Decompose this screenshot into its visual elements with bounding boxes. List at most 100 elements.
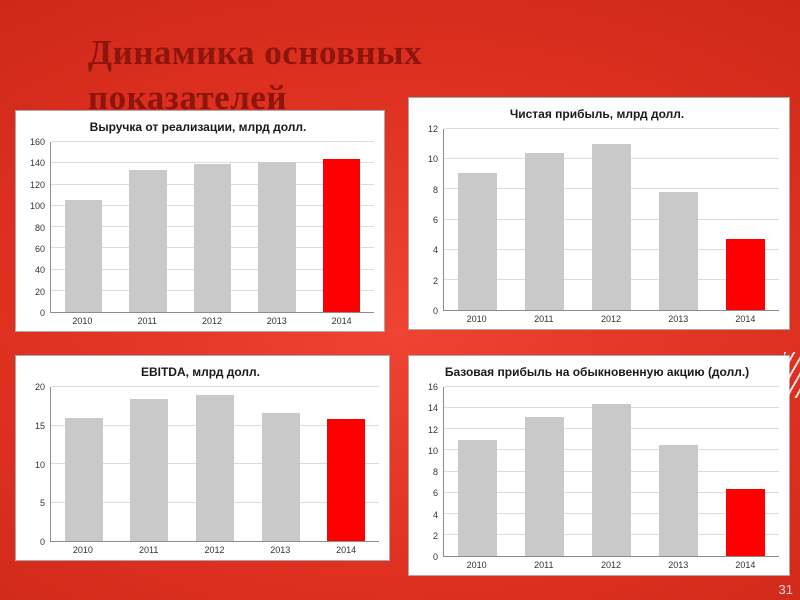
y-tick-label: 100	[29, 201, 45, 212]
x-tick-label: 2010	[72, 316, 93, 326]
y-tick-label: 14	[427, 403, 438, 414]
x-axis-labels: 2010 2011 2012 2013 2014	[50, 313, 374, 327]
chart-basic-eps: Базовая прибыль на обыкновенную акцию (д…	[408, 355, 790, 576]
bar-2010	[458, 172, 497, 310]
x-tick-label: 2011	[534, 314, 554, 324]
slide-title-line1: Динамика основных	[88, 33, 423, 72]
bar-2011	[130, 398, 169, 541]
y-tick-label: 20	[34, 382, 45, 392]
x-tick-label: 2012	[600, 314, 622, 324]
x-axis: 2010 2011 2012 2013 2014	[22, 542, 379, 556]
y-tick-label: 0	[39, 308, 45, 318]
plot-inner	[443, 386, 779, 557]
chart-title: Выручка от реализации, млрд долл.	[89, 120, 307, 134]
y-tick-label: 6	[432, 215, 438, 225]
y-tick-label: 12	[427, 124, 438, 134]
y-tick-label: 15	[34, 420, 45, 431]
bar-2013	[261, 413, 300, 541]
y-tick-label: 60	[34, 243, 45, 254]
y-tick-label: 120	[29, 179, 45, 190]
bar-2012	[193, 164, 232, 312]
x-tick-label: 2013	[270, 545, 291, 555]
y-tick-label: 12	[427, 424, 438, 435]
bar-2014	[322, 159, 361, 312]
bar-2014	[327, 419, 366, 541]
y-axis: 0 2 4 6 8 10 12 14 16	[415, 382, 443, 562]
x-axis: 2010 2011 2012 2013 2014	[415, 557, 779, 571]
chart-revenue: Выручка от реализации, млрд долл. 0 20 40 6…	[15, 110, 385, 332]
y-tick-label: 40	[34, 265, 45, 276]
bars	[444, 129, 779, 310]
y-tick-label: 8	[432, 467, 438, 477]
x-tick-label: 2011	[139, 545, 159, 555]
bars	[444, 387, 779, 556]
y-tick-label: 2	[432, 530, 438, 541]
gridline	[51, 141, 374, 142]
y-axis: 0 5 10 15 20	[22, 382, 50, 547]
x-axis-labels: 2010 2011 2012 2013 2014	[443, 557, 779, 571]
bar-2010	[64, 417, 103, 541]
y-axis: 0 2 4 6 8 10 12	[415, 124, 443, 316]
plot-area: 0 2 4 6 8 10 12 14 16	[415, 382, 779, 562]
bar-2011	[525, 416, 564, 556]
y-tick-label: 8	[432, 184, 438, 195]
y-tick-label: 16	[427, 382, 438, 392]
y-tick-label: 10	[427, 154, 438, 165]
chart-net-profit: Чистая прибыль, млрд долл. 0 2 4 6 8 10 12 201…	[408, 97, 790, 330]
y-tick-label: 10	[34, 459, 45, 470]
bar-2012	[592, 403, 631, 556]
page-number: 31	[778, 582, 793, 597]
y-tick-label: 140	[29, 158, 45, 169]
plot-area: 0 2 4 6 8 10 12	[415, 124, 779, 316]
x-tick-label: 2013	[266, 316, 287, 326]
y-tick-label: 5	[39, 498, 45, 509]
y-tick-label: 20	[34, 286, 45, 297]
bars	[51, 387, 379, 541]
gridline	[51, 162, 374, 164]
y-tick-label: 0	[39, 537, 45, 547]
y-tick-label: 4	[432, 509, 438, 520]
x-tick-label: 2014	[336, 545, 357, 555]
x-tick-label: 2010	[466, 560, 487, 570]
bar-2013	[258, 162, 296, 312]
x-tick-label: 2014	[735, 560, 756, 570]
y-tick-label: 10	[427, 445, 438, 456]
y-tick-label: 80	[34, 222, 45, 233]
bar-2012	[592, 144, 631, 310]
plot-area: 0 5 10 15 20	[22, 382, 379, 547]
y-tick-label: 0	[432, 306, 438, 316]
plot-inner	[50, 386, 379, 542]
gridline	[444, 386, 779, 387]
chart-title: Базовая прибыль на обыкновенную акцию (д…	[444, 365, 750, 379]
plot-inner	[443, 128, 779, 311]
x-tick-label: 2012	[204, 545, 225, 555]
x-axis: 2010 2011 2012 2013 2014	[22, 313, 374, 327]
chart-title: Чистая прибыль, млрд долл.	[509, 107, 685, 121]
y-tick-label: 0	[432, 552, 438, 562]
x-axis-labels: 2010 2011 2012 2013 2014	[50, 542, 379, 556]
plot-area: 0 20 40 60 80 100 120 140 160	[22, 137, 374, 318]
y-axis: 0 20 40 60 80 100 120 140 160	[22, 137, 50, 318]
chart-title: EBITDA, млрд долл.	[140, 365, 261, 379]
bar-2013	[659, 192, 698, 310]
chart-ebitda: EBITDA, млрд долл. 0 5 10 15 20 2010 2011 2012…	[15, 355, 390, 561]
decorative-stripes	[784, 352, 800, 398]
x-tick-label: 2012	[600, 560, 622, 570]
bar-2011	[129, 169, 167, 312]
bar-2011	[525, 153, 564, 310]
bar-2014	[726, 489, 765, 556]
x-tick-label: 2013	[668, 314, 689, 324]
bars	[51, 142, 374, 312]
bar-2012	[195, 395, 234, 541]
x-tick-label: 2010	[72, 545, 93, 555]
gridline	[51, 386, 379, 387]
bar-2010	[458, 439, 497, 556]
y-tick-label: 2	[432, 275, 438, 286]
x-axis-labels: 2010 2011 2012 2013 2014	[443, 311, 779, 325]
x-tick-label: 2013	[668, 560, 689, 570]
bar-2014	[726, 239, 765, 310]
bar-2013	[659, 445, 698, 556]
x-axis: 2010 2011 2012 2013 2014	[415, 311, 779, 325]
bar-2010	[64, 200, 103, 312]
